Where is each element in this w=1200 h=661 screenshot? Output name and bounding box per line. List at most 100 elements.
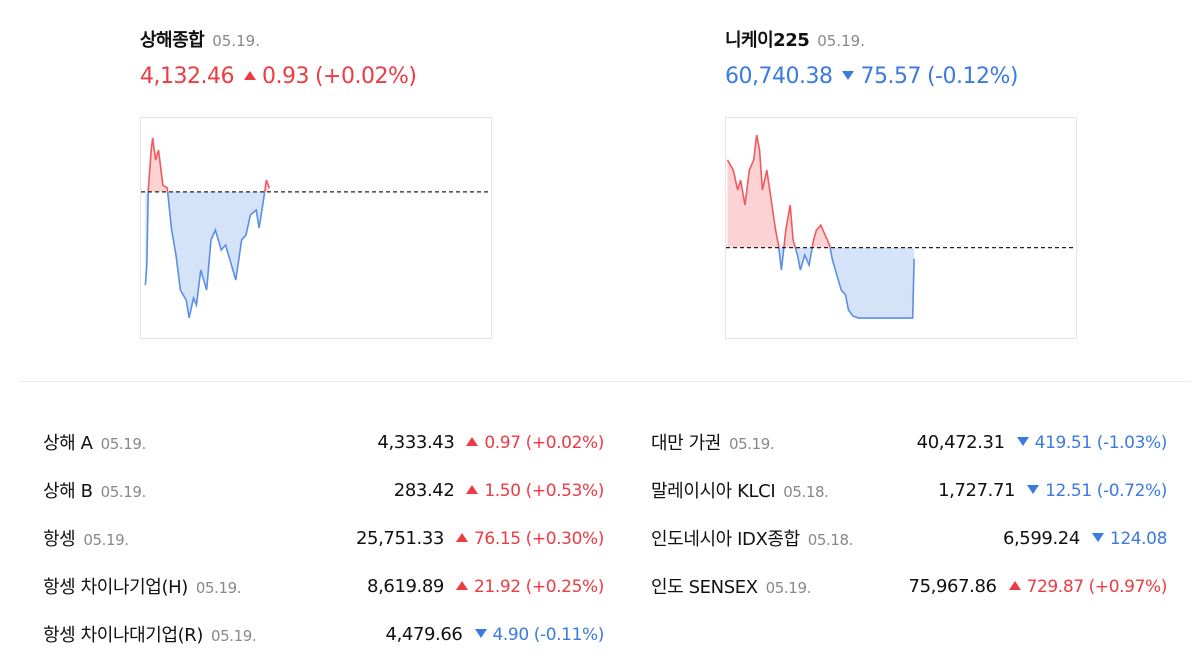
row-values: 40,472.31 419.51 (-1.03%) <box>916 431 1168 453</box>
area <box>727 247 915 319</box>
row-values: 4,479.66 4.90 (-0.11%) <box>385 623 605 645</box>
row-change-group: 4.90 (-0.11%) <box>493 625 605 645</box>
index-date: 05.19. <box>817 32 865 50</box>
index-change: 75.57 <box>860 64 921 89</box>
row-change: 0.97 <box>484 432 521 453</box>
row-change: 729.87 <box>1026 576 1084 597</box>
row-date: 05.19. <box>210 627 257 645</box>
row-date: 05.19. <box>195 579 242 597</box>
direction-arrow <box>243 71 256 80</box>
index-pct: (-0.12%) <box>926 64 1019 89</box>
area <box>145 191 270 318</box>
row-date: 05.19. <box>765 579 812 597</box>
row-name: 상해 A <box>43 433 93 454</box>
row-label: 대만 가권 05.19. <box>651 429 775 455</box>
sparkline <box>140 117 492 339</box>
line <box>778 247 915 319</box>
row-values: 75,967.86 729.87 (+0.97%) <box>908 575 1168 597</box>
row-name: 항셍 <box>43 529 76 550</box>
direction-arrow <box>455 580 468 590</box>
index-name: 니케이225 <box>725 30 810 51</box>
direction-arrow <box>455 532 468 542</box>
row-pct: (+0.97%) <box>1088 576 1168 597</box>
row-pct: (-0.72%) <box>1096 480 1168 501</box>
row-price: 8,619.89 <box>367 575 444 597</box>
row-label: 항셍 차이나대기업(R) 05.19. <box>43 621 257 647</box>
index-date: 05.19. <box>212 32 260 50</box>
row-label: 상해 A 05.19. <box>43 429 146 455</box>
index-title: 니케이225 05.19. <box>725 26 1024 52</box>
row-change: 124.08 <box>1109 528 1167 549</box>
index-price: 60,740.38 <box>725 64 833 89</box>
row-price: 25,751.33 <box>355 527 444 549</box>
row-label: 말레이시아 KLCI 05.18. <box>651 477 829 503</box>
row-name: 항셍 차이나기업(H) <box>43 577 188 598</box>
index-list: 상해 A 05.19. 4,333.43 0.97 (+0.02%) 상해 B 05.19… <box>43 418 604 658</box>
row-name: 상해 B <box>43 481 93 502</box>
row-price: 283.42 <box>393 479 455 501</box>
row-price: 4,479.66 <box>385 623 463 645</box>
direction-arrow <box>1091 532 1104 542</box>
row-name: 항셍 차이나대기업(R) <box>43 625 203 646</box>
row-values: 283.42 1.50 (+0.53%) <box>393 479 605 501</box>
index-price-row: 60,740.38 75.57 (-0.12%) <box>725 64 1024 89</box>
row-values: 1,727.71 12.51 (-0.72%) <box>938 480 1167 501</box>
index-price-row: 4,132.46 0.93 (+0.02%) <box>140 64 422 89</box>
row-values: 4,333.43 0.97 (+0.02%) <box>377 432 604 453</box>
row-change-group: 1.50 (+0.53%) <box>484 481 604 501</box>
row-date: 05.19. <box>728 435 775 453</box>
row-change: 4.90 <box>492 624 530 645</box>
row-change-group: 419.51 (-1.03%) <box>1034 432 1168 453</box>
row-date: 05.18. <box>783 483 829 501</box>
direction-arrow <box>466 484 479 494</box>
index-row: 항셍 차이나대기업(R) 05.19. 4,479.66 4.90 (-0.11%) <box>43 610 604 658</box>
row-date: 05.19. <box>83 531 129 549</box>
direction-arrow <box>1027 484 1040 494</box>
row-change-group: 0.97 (+0.02%) <box>484 433 604 453</box>
row-name: 인도 SENSEX <box>651 577 758 598</box>
row-price: 1,727.71 <box>938 479 1016 501</box>
index-row: 항셍 05.19. 25,751.33 76.15 (+0.30%) <box>43 514 604 562</box>
row-values: 6,599.24 124.08 <box>1003 528 1167 549</box>
area <box>148 138 270 192</box>
index-title: 상해종합 05.19. <box>140 26 422 52</box>
index-pct: (+0.02%) <box>314 64 417 89</box>
row-change: 1.50 <box>484 480 521 501</box>
row-price: 40,472.31 <box>916 431 1005 453</box>
row-name: 말레이시아 KLCI <box>651 481 776 502</box>
index-row: 상해 A 05.19. 4,333.43 0.97 (+0.02%) <box>43 418 604 466</box>
row-price: 4,333.43 <box>377 431 455 453</box>
index-row: 항셍 차이나기업(H) 05.19. 8,619.89 21.92 (+0.25%) <box>43 562 604 610</box>
direction-arrow <box>1008 580 1021 590</box>
row-pct: (+0.25%) <box>525 576 605 597</box>
index-row: 상해 B 05.19. 283.42 1.50 (+0.53%) <box>43 466 604 514</box>
row-values: 8,619.89 21.92 (+0.25%) <box>367 576 604 597</box>
index-list: 대만 가권 05.19. 40,472.31 419.51 (-1.03%) 말레이시아… <box>651 418 1167 610</box>
line <box>144 191 266 319</box>
row-pct: (+0.30%) <box>525 528 605 549</box>
row-price: 75,967.86 <box>908 575 997 597</box>
row-change: 21.92 <box>473 576 521 597</box>
row-name: 대만 가권 <box>651 433 721 454</box>
row-pct: (+0.53%) <box>525 480 605 501</box>
row-change: 419.51 <box>1034 432 1092 453</box>
index-price: 4,132.46 <box>140 64 234 89</box>
direction-arrow <box>466 436 479 446</box>
divider <box>20 381 1190 382</box>
index-row: 대만 가권 05.19. 40,472.31 419.51 (-1.03%) <box>651 418 1167 466</box>
row-date: 05.19. <box>100 483 147 501</box>
row-price: 6,599.24 <box>1002 527 1080 549</box>
index-row: 인도 SENSEX 05.19. 75,967.86 729.87 (+0.97%) <box>651 562 1167 610</box>
row-label: 인도 SENSEX 05.19. <box>651 573 811 599</box>
line <box>726 134 831 248</box>
direction-arrow <box>842 71 855 80</box>
row-date: 05.19. <box>100 435 147 453</box>
row-change: 76.15 <box>473 528 521 549</box>
row-label: 항셍 차이나기업(H) 05.19. <box>43 573 242 599</box>
index-header: 니케이225 05.19. 60,740.38 75.57 (-0.12%) <box>725 26 1024 89</box>
index-header: 상해종합 05.19. 4,132.46 0.93 (+0.02%) <box>140 26 422 89</box>
index-name: 상해종합 <box>140 30 205 51</box>
index-change: 0.93 <box>261 64 309 89</box>
row-change-group: 729.87 (+0.97%) <box>1026 576 1168 597</box>
